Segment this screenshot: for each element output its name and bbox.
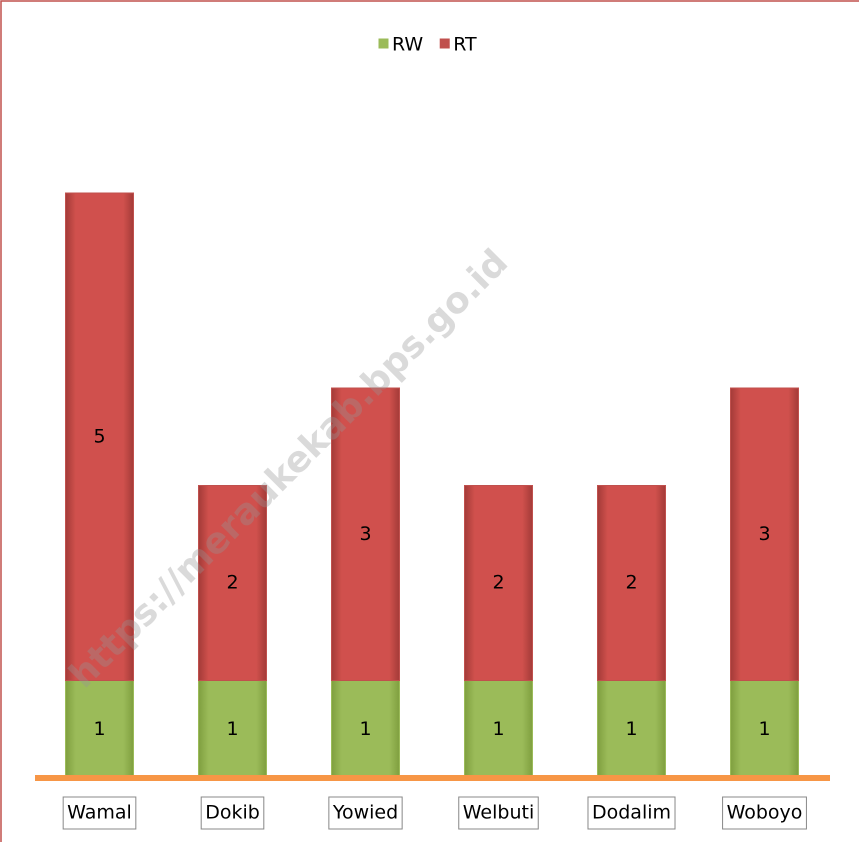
data-label: 1 (625, 718, 637, 740)
bar-segment (730, 680, 799, 779)
data-label: 1 (492, 718, 504, 740)
data-label: 1 (758, 718, 770, 740)
x-tick-box (62, 796, 137, 830)
data-label: 1 (226, 718, 238, 740)
legend-label: RT (453, 34, 477, 56)
data-label: 2 (226, 572, 238, 594)
x-tick-label: Yowied (332, 802, 398, 824)
legend-swatch (377, 37, 390, 50)
x-tick-box (328, 796, 403, 830)
x-tick-label: Dokib (205, 802, 260, 824)
data-label: 2 (492, 572, 504, 594)
bar-segment (597, 485, 666, 681)
x-tick-box (200, 796, 265, 830)
x-tick-label: Wamal (67, 802, 132, 824)
data-label: 2 (625, 572, 637, 594)
x-tick-box (722, 796, 807, 830)
data-label: 3 (359, 523, 371, 545)
bar-segment (65, 192, 134, 681)
x-tick-box (458, 796, 539, 830)
x-tick-label: Welbuti (463, 802, 534, 824)
bar-segment (730, 387, 799, 681)
data-label: 3 (758, 523, 770, 545)
bar-segment (464, 680, 533, 779)
data-label: 1 (359, 718, 371, 740)
legend-swatch (438, 37, 451, 50)
bar-segment (464, 485, 533, 681)
legend-label: RW (392, 34, 423, 56)
data-label: 5 (93, 425, 105, 447)
x-tick-label: Dodalim (592, 802, 671, 824)
data-label: 1 (93, 718, 105, 740)
x-tick-box (587, 796, 676, 830)
bar-segment (198, 485, 267, 681)
bar-segment (198, 680, 267, 779)
bar-segment (331, 387, 400, 681)
x-tick-label: Woboyo (727, 802, 803, 824)
